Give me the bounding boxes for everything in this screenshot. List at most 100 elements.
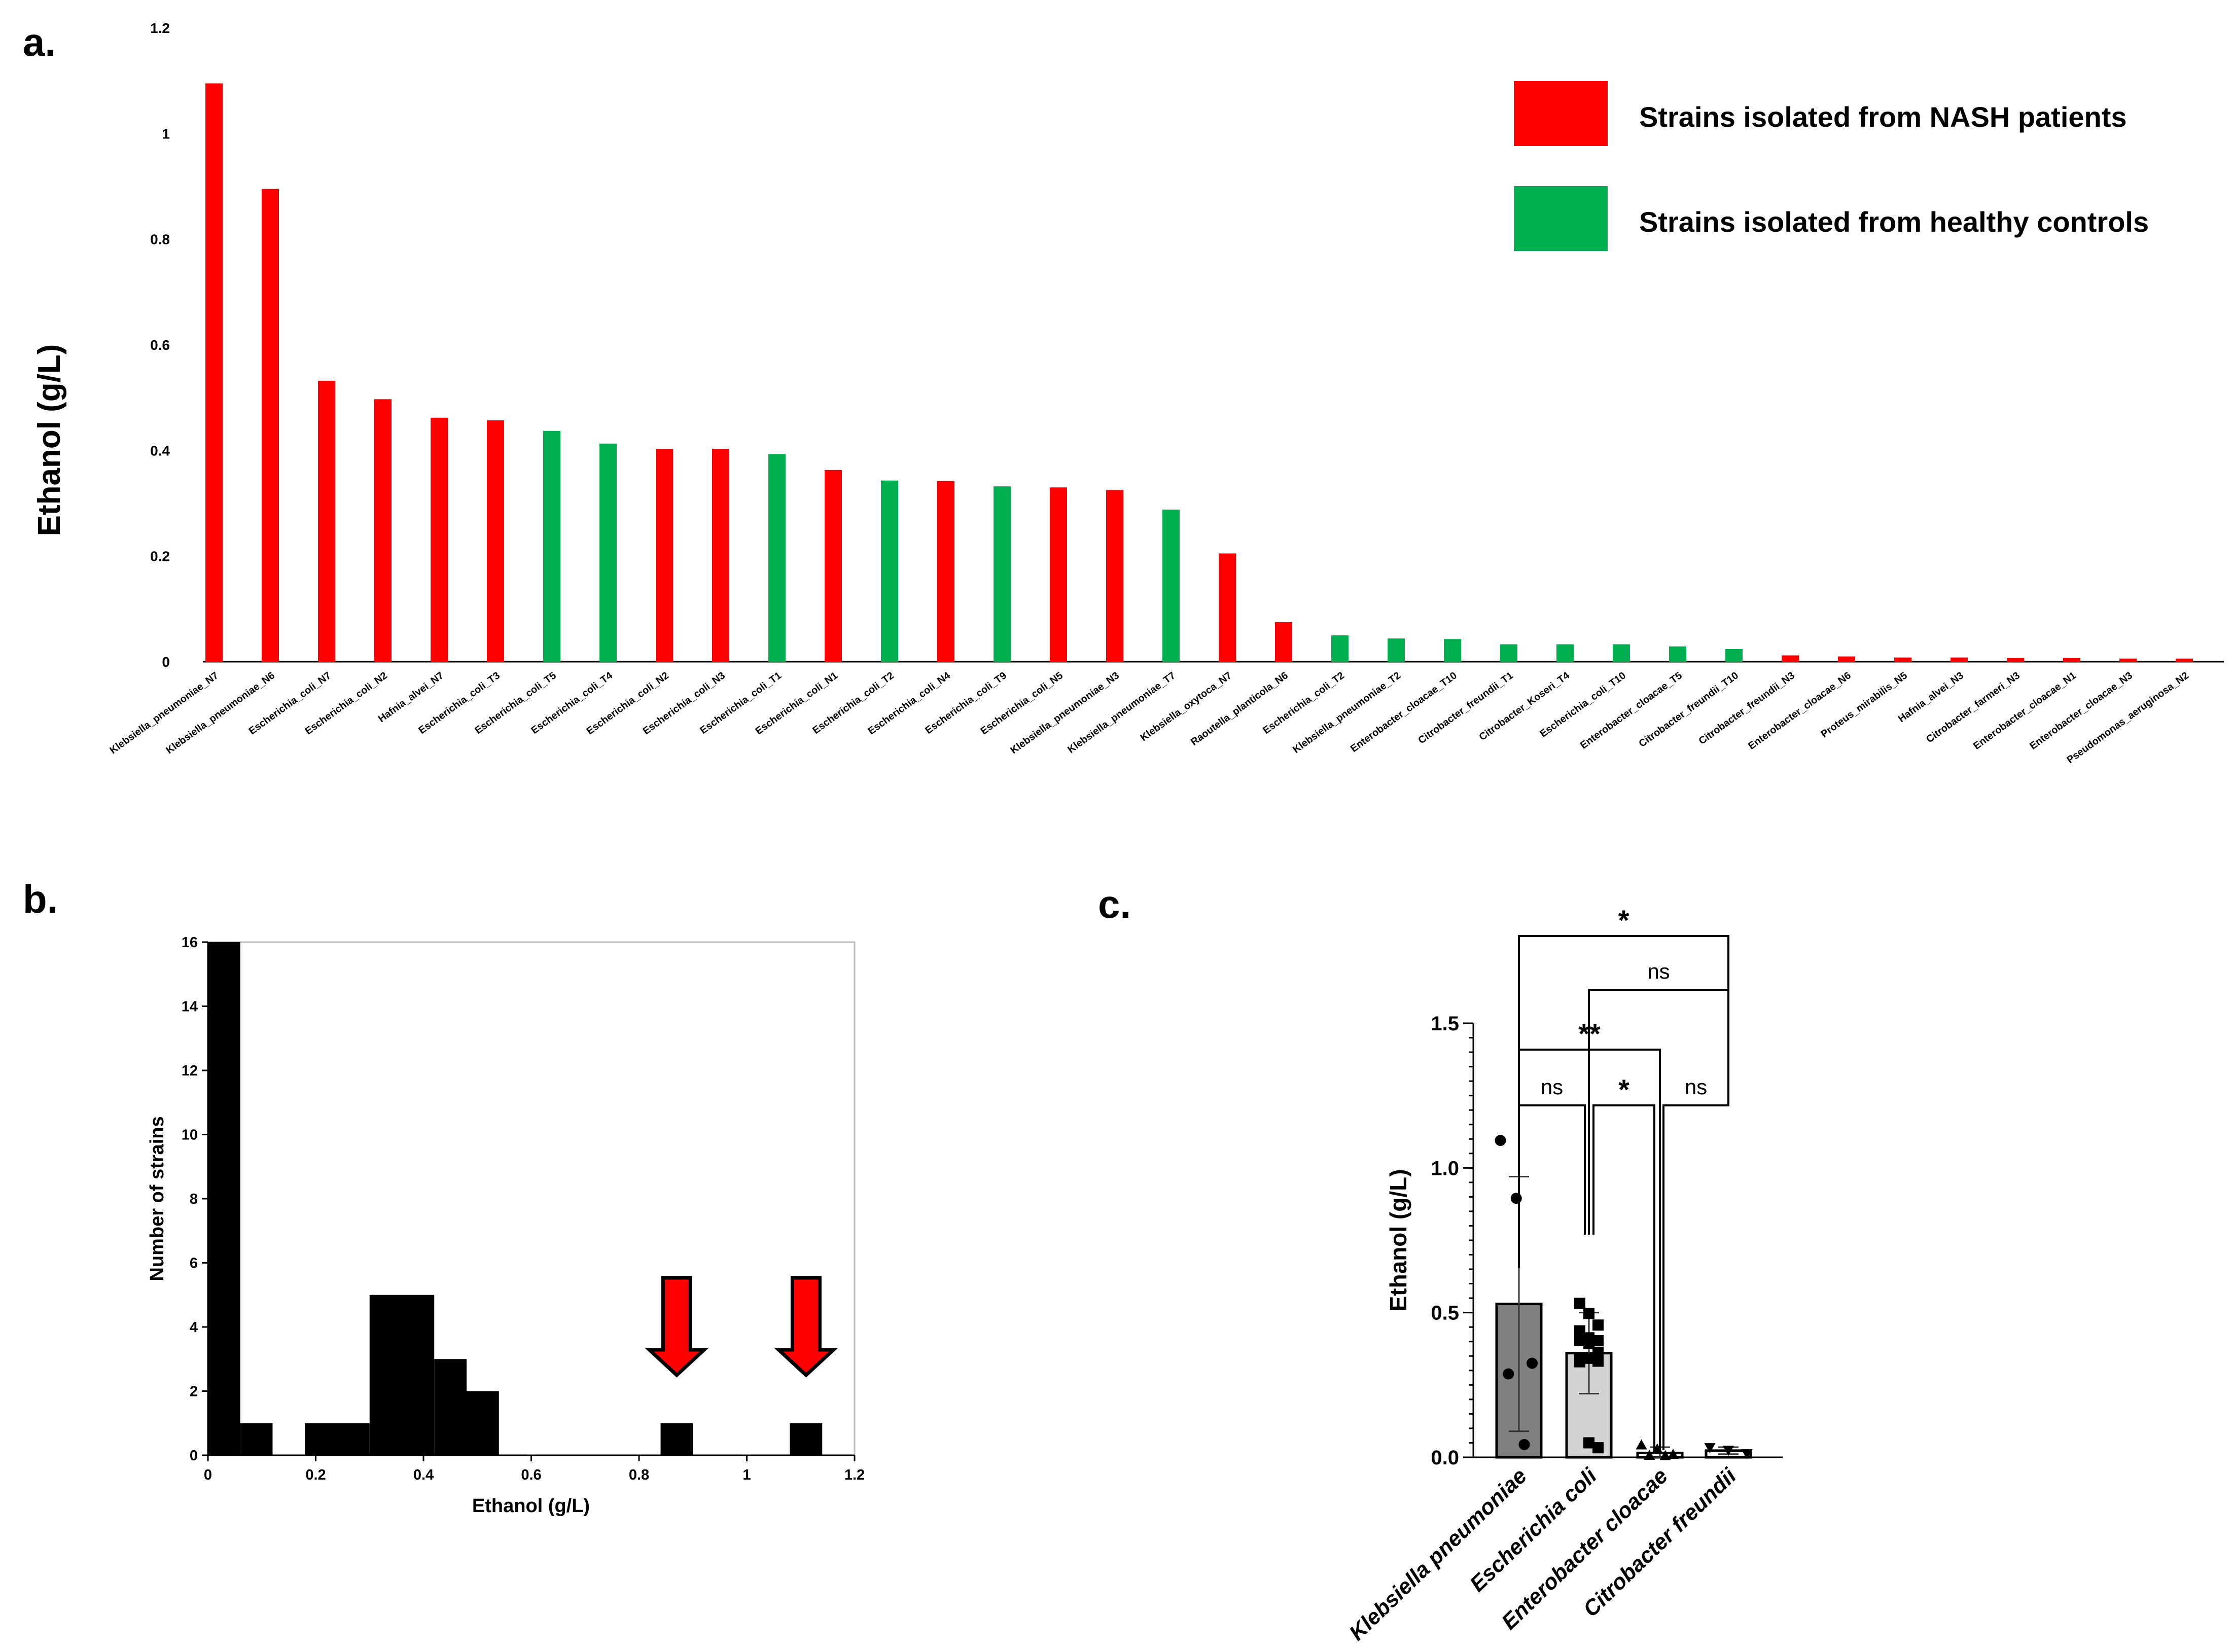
panel-b-x-tick-label: 0.8 (629, 1467, 649, 1483)
panel-a-bar (712, 449, 729, 662)
panel-b-histogram-bar (240, 1423, 273, 1455)
panel-a-x-tick-label: Raoutella_planticola_N6 (1189, 670, 1290, 748)
panel-a-bar (431, 417, 448, 662)
panel-a-x-tick-label: Klebsiella_pneumoniae_N6 (164, 670, 276, 756)
panel-a-bar (318, 380, 335, 662)
panel-a-y-tick-label: 0.4 (150, 443, 170, 458)
panel-a-x-tick-label: Klebsiella_oxytoca_N7 (1139, 670, 1234, 743)
panel-a-bar (1894, 657, 1911, 662)
panel-b-y-tick-label: 2 (190, 1384, 198, 1400)
panel-a-y-tick-label: 0 (162, 654, 170, 670)
panel-a-bar (1669, 646, 1686, 662)
panel-c-point (1636, 1439, 1647, 1450)
panel-b-x-tick-label: 0.2 (305, 1467, 326, 1483)
panel-a-bar (1500, 644, 1517, 662)
legend: Strains isolated from NASH patients Stra… (1514, 81, 2149, 251)
panel-b-y-tick-label: 6 (190, 1255, 198, 1272)
panel-c-point (1592, 1335, 1604, 1347)
panel-a-x-tick-label: Citrobacter_farmeri_N3 (1924, 670, 2022, 745)
panel-c-significance-label: * (1618, 1073, 1629, 1105)
panel-c-point (1592, 1355, 1604, 1367)
panel-a-y-tick-label: 0.8 (150, 232, 170, 247)
panel-a-x-tick-label: Klebsiella_pneumoniae_N3 (1008, 670, 1121, 756)
panel-c-point (1527, 1357, 1538, 1369)
legend-swatch-healthy (1514, 186, 1608, 251)
panel-a-x-tick-label: Klebsiella_pneumoniae_N7 (108, 670, 220, 756)
panel-c-significance-label: ns (1647, 959, 1670, 983)
panel-c-point (1583, 1338, 1594, 1349)
panel-a-x-tick-label: Klebsiella_pneumoniae_T7 (1066, 670, 1178, 756)
panel-b-y-tick-label: 14 (182, 999, 198, 1015)
panel-a-x-tick-label: Enterobacter_cloacae_N6 (1746, 670, 1853, 752)
panel-c-y-tick-label: 1.5 (1431, 1013, 1459, 1035)
panel-a-bar (1106, 490, 1123, 662)
panel-c-y-axis-title: Ethanol (g/L) (1385, 1169, 1411, 1311)
panel-b-x-tick-label: 1.2 (844, 1467, 865, 1483)
panel-a-x-tick-label: Enterobacter_cloacae_N1 (1971, 670, 2078, 752)
panel-a-bar (656, 449, 673, 662)
panel-c-point (1495, 1135, 1506, 1146)
panel-b-histogram-bar (790, 1423, 823, 1455)
panel-a-bar (1444, 639, 1461, 662)
panel-b-chart: Number of strains Ethanol (g/L) 02468101… (147, 935, 865, 1517)
panel-a-bar (599, 443, 617, 662)
panel-a-bar (205, 83, 223, 662)
panel-c-significance-label: ** (1578, 1018, 1601, 1050)
legend-label-nash: Strains isolated from NASH patients (1639, 101, 2127, 133)
panel-b-histogram-bar (660, 1423, 693, 1455)
panel-c-point (1592, 1319, 1604, 1331)
panel-a-bar (1838, 656, 1855, 662)
panel-c-significance-bracket (1662, 1095, 1729, 1450)
panel-b-y-tick-label: 8 (190, 1191, 198, 1207)
panel-a-bar (2063, 658, 2080, 662)
panel-a-y-tick-label: 1.2 (150, 20, 170, 36)
panel-c-point (1583, 1437, 1594, 1449)
panel-a-bar (1782, 655, 1799, 662)
panel-a-x-tick-label: Enterobacter_cloacae_T5 (1578, 670, 1684, 751)
panel-a-x-tick-label: Klebsiella_pneumoniae_T2 (1291, 670, 1403, 756)
panel-c-point (1741, 1449, 1753, 1460)
panel-c-point (1574, 1335, 1585, 1347)
panel-a-x-tick-label: Pseudomonas_aeruginosa_N2 (2065, 670, 2191, 766)
panel-a-x-tick-label: Enterobacter_cloacae_N3 (2028, 670, 2135, 752)
legend-swatch-nash (1514, 81, 1608, 146)
panel-b-x-tick-label: 0 (204, 1467, 212, 1483)
panel-a-y-axis-title: Ethanol (g/L) (32, 344, 67, 536)
panel-b-histogram-bar (467, 1391, 499, 1455)
panel-a-bar (1219, 553, 1236, 662)
panel-b-x-tick-label: 0.6 (521, 1467, 541, 1483)
panel-a-bar (374, 399, 392, 662)
panel-b-plot-frame (207, 941, 856, 1456)
panel-a-bar (994, 486, 1011, 662)
panel-c-point (1704, 1443, 1716, 1454)
panel-a-x-tick-label: Citrobacter_Koseri_T4 (1477, 670, 1572, 743)
panel-b-x-tick-label: 1 (742, 1467, 751, 1483)
panel-a-x-tick-label: Enterobacter_cloacae_T10 (1349, 670, 1459, 755)
panel-a-bar (825, 470, 842, 662)
panel-a-bar (487, 420, 504, 662)
panel-b-label: b. (23, 877, 58, 921)
panel-b-histogram-bar (402, 1295, 435, 1455)
panel-c-significance-bracket (1588, 989, 1729, 1235)
panel-c-point (1574, 1298, 1585, 1309)
panel-a-bar (1275, 622, 1292, 662)
panel-b-x-tick-label: 0.4 (413, 1467, 434, 1483)
panel-a-y-tick-label: 0.2 (150, 549, 170, 564)
panel-c-point (1518, 1439, 1530, 1450)
legend-label-healthy: Strains isolated from healthy controls (1639, 206, 2149, 238)
panel-c-point (1574, 1325, 1585, 1337)
panel-b-histogram-bar (305, 1423, 337, 1455)
panel-c-point (1723, 1446, 1734, 1456)
panel-a-bar (2007, 658, 2024, 662)
panel-c-significance-label: ns (1541, 1075, 1563, 1099)
panel-b-histogram-bar (208, 942, 240, 1455)
panel-c-point (1651, 1443, 1663, 1454)
panel-a-bar (1162, 510, 1180, 662)
panel-a-x-tick-label: Citrobacter_freundii_T1 (1416, 670, 1515, 746)
panel-b-y-tick-label: 0 (190, 1448, 198, 1464)
panel-c-y-tick-label: 0.0 (1431, 1447, 1459, 1469)
panel-b-y-tick-label: 16 (182, 935, 198, 951)
panel-b-y-tick-label: 10 (182, 1127, 198, 1143)
panel-c-significance-label: * (1618, 904, 1629, 936)
panel-c-point (1583, 1352, 1594, 1364)
